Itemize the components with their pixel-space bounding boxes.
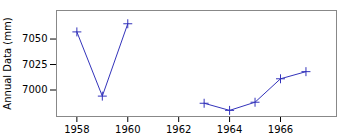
svg-text:Annual Data (mm): Annual Data (mm) <box>2 17 13 109</box>
svg-text:7025: 7025 <box>22 59 47 70</box>
svg-text:1962: 1962 <box>166 124 191 135</box>
svg-text:1960: 1960 <box>115 124 140 135</box>
svg-text:7000: 7000 <box>22 84 47 95</box>
svg-text:1964: 1964 <box>217 124 242 135</box>
svg-text:7050: 7050 <box>22 33 47 44</box>
svg-text:1958: 1958 <box>64 124 89 135</box>
svg-text:1966: 1966 <box>268 124 293 135</box>
